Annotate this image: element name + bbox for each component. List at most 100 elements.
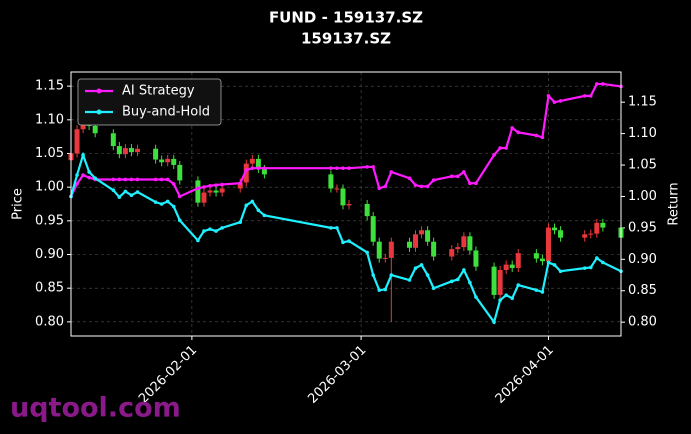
y-tick-label: 1.00 xyxy=(35,180,64,195)
point xyxy=(462,170,466,174)
candle-body xyxy=(177,164,183,181)
point xyxy=(595,256,599,260)
candle-body xyxy=(449,249,455,257)
point xyxy=(601,260,605,265)
y-tick-label: 1.15 xyxy=(35,79,64,94)
point xyxy=(329,226,333,230)
point xyxy=(413,266,418,270)
point xyxy=(449,174,454,179)
point xyxy=(425,273,430,277)
point xyxy=(431,286,436,291)
point xyxy=(510,296,515,301)
point xyxy=(456,277,460,282)
point xyxy=(504,293,508,297)
candle-body xyxy=(249,158,255,164)
candle-body xyxy=(261,168,267,175)
point xyxy=(588,265,593,270)
point xyxy=(81,153,85,157)
point xyxy=(196,238,200,243)
point xyxy=(214,183,218,187)
point xyxy=(468,181,472,186)
candle-body xyxy=(340,188,346,206)
point xyxy=(341,240,345,245)
point xyxy=(123,189,128,194)
candle-body xyxy=(382,257,388,259)
point xyxy=(238,220,243,225)
point xyxy=(462,268,466,272)
point xyxy=(407,176,412,181)
point xyxy=(365,250,369,255)
y-tick-label: 0.80 xyxy=(35,314,64,329)
legend-label: Buy-and-Hold xyxy=(122,105,210,120)
candle-body xyxy=(552,227,558,231)
point xyxy=(347,239,351,243)
point xyxy=(329,166,333,170)
point xyxy=(546,94,551,98)
point xyxy=(81,173,85,177)
point xyxy=(588,94,593,98)
point xyxy=(177,218,182,223)
point xyxy=(196,186,200,191)
candle-body xyxy=(582,234,588,238)
candle-body xyxy=(515,253,521,268)
point xyxy=(468,280,472,285)
candle-body xyxy=(425,230,431,242)
candle-body xyxy=(533,253,539,259)
point xyxy=(250,199,255,204)
point xyxy=(516,130,521,135)
candle-body xyxy=(419,230,425,235)
point xyxy=(171,204,176,209)
candle-body xyxy=(376,241,382,259)
candle-body xyxy=(588,233,594,235)
point xyxy=(123,177,128,182)
point xyxy=(208,183,212,188)
candle-body xyxy=(195,180,201,203)
legend-marker xyxy=(96,88,102,94)
point xyxy=(153,177,158,182)
point xyxy=(347,166,351,170)
y-tick-label: 0.90 xyxy=(35,247,64,262)
point xyxy=(159,177,164,182)
point xyxy=(492,153,496,157)
candle-body xyxy=(134,148,140,153)
chart-subtitle: 159137.SZ xyxy=(301,30,391,48)
point xyxy=(552,100,557,104)
point xyxy=(419,184,424,189)
point xyxy=(419,263,424,267)
candle-body xyxy=(503,264,509,270)
point xyxy=(256,166,261,170)
legend-box xyxy=(77,78,222,126)
y2-tick-label: 0.80 xyxy=(628,315,657,330)
candle-body xyxy=(153,148,159,160)
candle-body xyxy=(467,236,473,251)
point xyxy=(129,177,134,182)
candle-body xyxy=(255,158,261,169)
point xyxy=(171,182,176,186)
point xyxy=(75,173,79,177)
point xyxy=(153,200,158,204)
y-tick-label: 0.95 xyxy=(35,213,64,228)
point xyxy=(341,166,345,170)
plot-frame xyxy=(70,71,622,337)
point xyxy=(87,175,91,180)
point xyxy=(250,166,255,170)
point xyxy=(202,229,206,233)
point xyxy=(262,213,267,218)
y2-tick-label: 0.95 xyxy=(628,220,657,235)
candle-body xyxy=(122,148,128,155)
point xyxy=(407,278,412,282)
point xyxy=(371,273,375,277)
candle-body xyxy=(539,258,545,262)
candle-body xyxy=(600,222,606,228)
candle-body xyxy=(334,188,340,190)
legend-marker xyxy=(96,109,102,115)
point xyxy=(262,166,267,170)
candle-body xyxy=(213,190,219,193)
point xyxy=(135,190,140,194)
candle-body xyxy=(413,234,419,248)
y-axis-label: Price xyxy=(11,188,26,220)
point xyxy=(159,202,164,206)
candle-body xyxy=(406,241,412,248)
y2-tick-label: 1.10 xyxy=(628,126,657,141)
